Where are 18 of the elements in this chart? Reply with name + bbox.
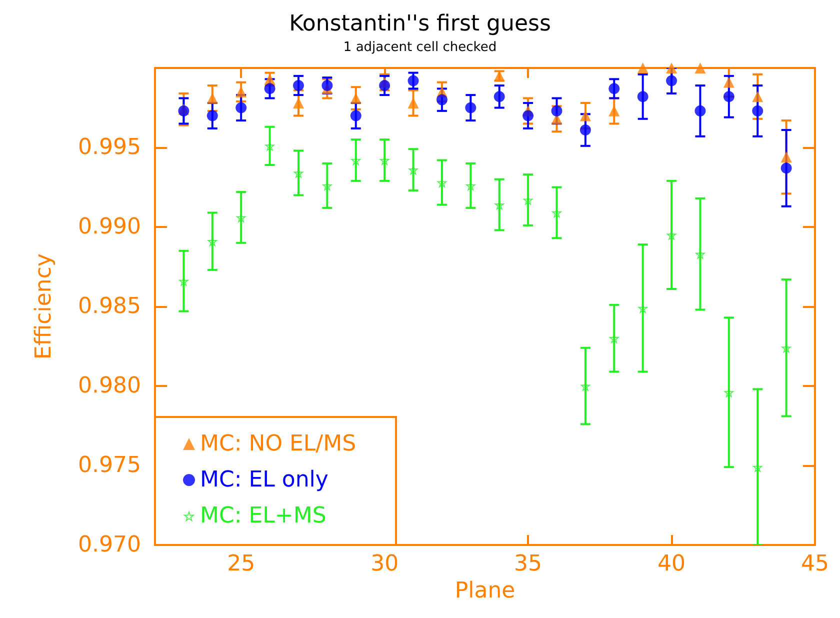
legend-label: MC: EL+MS bbox=[200, 504, 326, 528]
x-tick-label: 30 bbox=[370, 552, 399, 576]
x-axis-title: Plane bbox=[454, 578, 516, 604]
legend-label: MC: NO EL/MS bbox=[200, 432, 356, 456]
x-tick-label: 40 bbox=[658, 552, 686, 576]
y-tick-label: 0.980 bbox=[78, 374, 141, 398]
y-tick-label: 0.970 bbox=[78, 532, 141, 558]
chart-title: Konstantin''s first guess bbox=[289, 12, 551, 36]
chart-subtitle: 1 adjacent cell checked bbox=[343, 40, 497, 55]
x-tick-label: 35 bbox=[514, 552, 542, 576]
y-tick-label: 0.975 bbox=[78, 453, 141, 478]
y-tick-label: 0.990 bbox=[78, 214, 141, 240]
y-axis-title: Efficiency bbox=[32, 254, 56, 360]
x-tick-label: 45 bbox=[801, 552, 830, 576]
y-tick-label: 0.985 bbox=[78, 294, 141, 319]
legend-label: MC: EL only bbox=[200, 468, 328, 492]
x-tick-label: 25 bbox=[227, 552, 256, 576]
y-tick-label: 0.995 bbox=[78, 135, 141, 160]
